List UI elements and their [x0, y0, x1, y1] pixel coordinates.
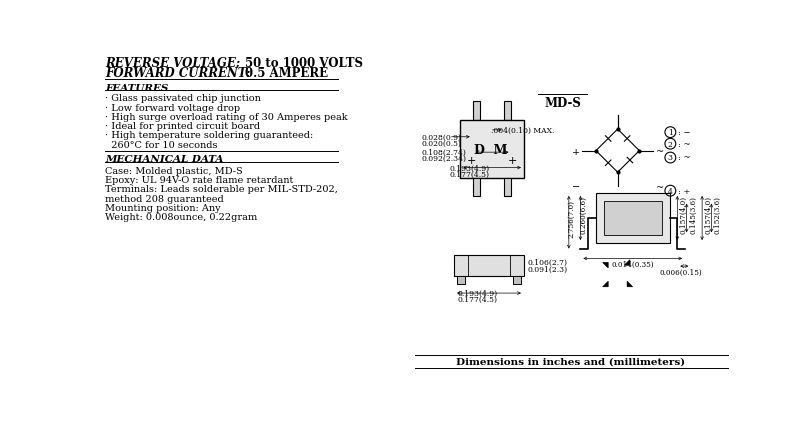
- Text: : −: : −: [677, 129, 689, 137]
- Polygon shape: [602, 262, 607, 268]
- Text: 0.157(4.0): 0.157(4.0): [679, 195, 687, 234]
- Bar: [453, 255, 523, 276]
- Bar: [504, 101, 511, 120]
- Text: 0.177(4.5): 0.177(4.5): [457, 296, 497, 304]
- Text: Weight: 0.008ounce, 0.22gram: Weight: 0.008ounce, 0.22gram: [105, 213, 257, 222]
- Text: · High surge overload rating of 30 Amperes peak: · High surge overload rating of 30 Amper…: [105, 113, 348, 122]
- Bar: [472, 101, 479, 120]
- Text: · High temperature soldering guaranteed:: · High temperature soldering guaranteed:: [105, 131, 313, 140]
- Text: Case: Molded plastic, MD-S: Case: Molded plastic, MD-S: [105, 167, 242, 176]
- Text: method 208 guaranteed: method 208 guaranteed: [105, 195, 224, 203]
- Text: 0.091(2.3): 0.091(2.3): [527, 265, 567, 273]
- Bar: [460, 120, 523, 178]
- Bar: [595, 193, 669, 243]
- Polygon shape: [624, 260, 629, 265]
- Text: 0.145(3.6): 0.145(3.6): [688, 195, 696, 234]
- Bar: [603, 201, 661, 235]
- Bar: [457, 276, 465, 284]
- Text: REVERSE VOLTAGE:: REVERSE VOLTAGE:: [105, 57, 240, 70]
- Text: 0.157(4.0): 0.157(4.0): [704, 195, 711, 234]
- Text: +: +: [507, 156, 517, 166]
- Text: 2.756(7.0): 2.756(7.0): [567, 200, 574, 238]
- Polygon shape: [626, 281, 632, 287]
- Text: Terminals: Leads solderable per MIL-STD-202,: Terminals: Leads solderable per MIL-STD-…: [105, 185, 338, 194]
- Text: : ~: : ~: [677, 141, 689, 149]
- Text: 3: 3: [667, 155, 672, 163]
- Text: 50 to 1000 VOLTS: 50 to 1000 VOLTS: [245, 57, 363, 70]
- Bar: [513, 276, 520, 284]
- Text: 0.092(2.34): 0.092(2.34): [421, 155, 466, 163]
- Text: Epoxy: UL 94V-O rate flame retardant: Epoxy: UL 94V-O rate flame retardant: [105, 176, 294, 185]
- Text: Mounting position: Any: Mounting position: Any: [105, 204, 221, 213]
- Text: 4: 4: [667, 188, 672, 196]
- Text: 0.028(0.9): 0.028(0.9): [421, 134, 461, 142]
- Text: D  M: D M: [474, 144, 507, 157]
- Text: 0.020(0.5): 0.020(0.5): [421, 140, 461, 148]
- Text: 0.5 AMPERE: 0.5 AMPERE: [245, 67, 328, 80]
- Text: 0.108(2.74): 0.108(2.74): [421, 149, 466, 157]
- Text: 0.193(4.9): 0.193(4.9): [449, 165, 489, 173]
- Text: 0.177(4.5): 0.177(4.5): [449, 171, 489, 179]
- Text: 2: 2: [667, 141, 672, 149]
- Text: 0.014(0.35): 0.014(0.35): [611, 261, 653, 269]
- Text: 0.193(4.9): 0.193(4.9): [457, 290, 497, 298]
- Text: FEATURES: FEATURES: [105, 84, 169, 93]
- Text: · Ideal for printed circuit board: · Ideal for printed circuit board: [105, 122, 260, 131]
- Text: 0.106(2.7): 0.106(2.7): [527, 259, 567, 267]
- Text: : +: : +: [677, 188, 689, 196]
- Text: ~: ~: [654, 183, 663, 192]
- Text: −: −: [571, 183, 579, 192]
- Text: 0.152(3.6): 0.152(3.6): [713, 195, 721, 234]
- Text: Dimensions in inches and (millimeters): Dimensions in inches and (millimeters): [455, 358, 684, 367]
- Bar: [504, 178, 511, 196]
- Text: FORWARD CURRENT:: FORWARD CURRENT:: [105, 67, 251, 80]
- Text: +: +: [571, 147, 579, 157]
- Text: 0.260(6.6): 0.260(6.6): [578, 195, 586, 234]
- Text: · Low forward voltage drop: · Low forward voltage drop: [105, 104, 240, 113]
- Text: 260°C for 10 seconds: 260°C for 10 seconds: [105, 141, 217, 149]
- Text: 1: 1: [667, 129, 672, 137]
- Text: MD-S: MD-S: [543, 97, 581, 110]
- Text: : ~: : ~: [677, 155, 689, 163]
- Text: · Glass passivated chip junction: · Glass passivated chip junction: [105, 94, 261, 104]
- Text: +: +: [466, 156, 476, 166]
- Bar: [472, 178, 479, 196]
- Polygon shape: [602, 281, 607, 287]
- Text: MECHANICAL DATA: MECHANICAL DATA: [105, 155, 224, 164]
- Text: ~: ~: [654, 147, 663, 157]
- Text: .004(0.10) MAX.: .004(0.10) MAX.: [490, 127, 553, 135]
- Text: 0.006(0.15): 0.006(0.15): [659, 269, 702, 277]
